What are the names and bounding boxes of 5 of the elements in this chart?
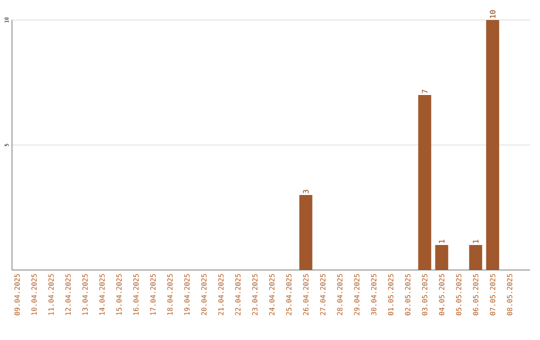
bar — [299, 195, 312, 270]
bar — [418, 94, 432, 270]
bar — [486, 20, 500, 270]
bar — [469, 245, 482, 270]
bar — [435, 245, 448, 270]
